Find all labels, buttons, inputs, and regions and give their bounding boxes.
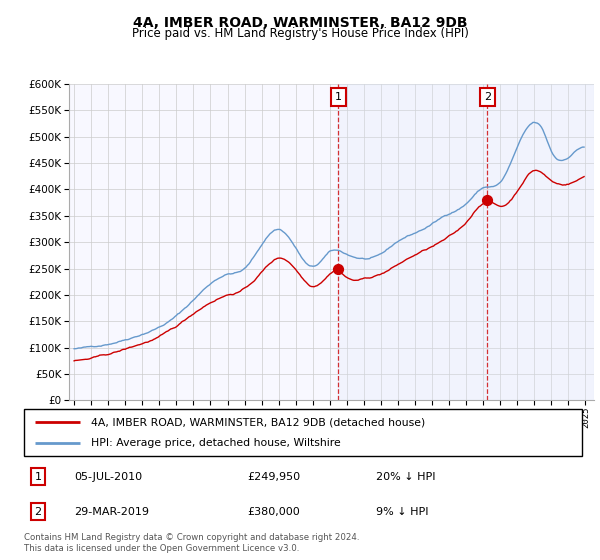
Text: £249,950: £249,950 [247, 472, 301, 482]
Text: 20% ↓ HPI: 20% ↓ HPI [376, 472, 435, 482]
Text: 2: 2 [484, 92, 491, 102]
Bar [338, 84, 594, 400]
Text: 2: 2 [34, 507, 41, 517]
Text: 1: 1 [335, 92, 342, 102]
Point [482, 195, 492, 204]
Text: £380,000: £380,000 [247, 507, 300, 517]
Text: 4A, IMBER ROAD, WARMINSTER, BA12 9DB: 4A, IMBER ROAD, WARMINSTER, BA12 9DB [133, 16, 467, 30]
FancyBboxPatch shape [24, 409, 582, 456]
Text: 4A, IMBER ROAD, WARMINSTER, BA12 9DB (detached house): 4A, IMBER ROAD, WARMINSTER, BA12 9DB (de… [91, 417, 425, 427]
Text: Price paid vs. HM Land Registry's House Price Index (HPI): Price paid vs. HM Land Registry's House … [131, 27, 469, 40]
Text: 9% ↓ HPI: 9% ↓ HPI [376, 507, 428, 517]
Text: 05-JUL-2010: 05-JUL-2010 [74, 472, 142, 482]
Text: HPI: Average price, detached house, Wiltshire: HPI: Average price, detached house, Wilt… [91, 438, 341, 448]
Text: 29-MAR-2019: 29-MAR-2019 [74, 507, 149, 517]
Text: 1: 1 [34, 472, 41, 482]
Point [334, 264, 343, 273]
Text: Contains HM Land Registry data © Crown copyright and database right 2024.
This d: Contains HM Land Registry data © Crown c… [24, 533, 359, 553]
